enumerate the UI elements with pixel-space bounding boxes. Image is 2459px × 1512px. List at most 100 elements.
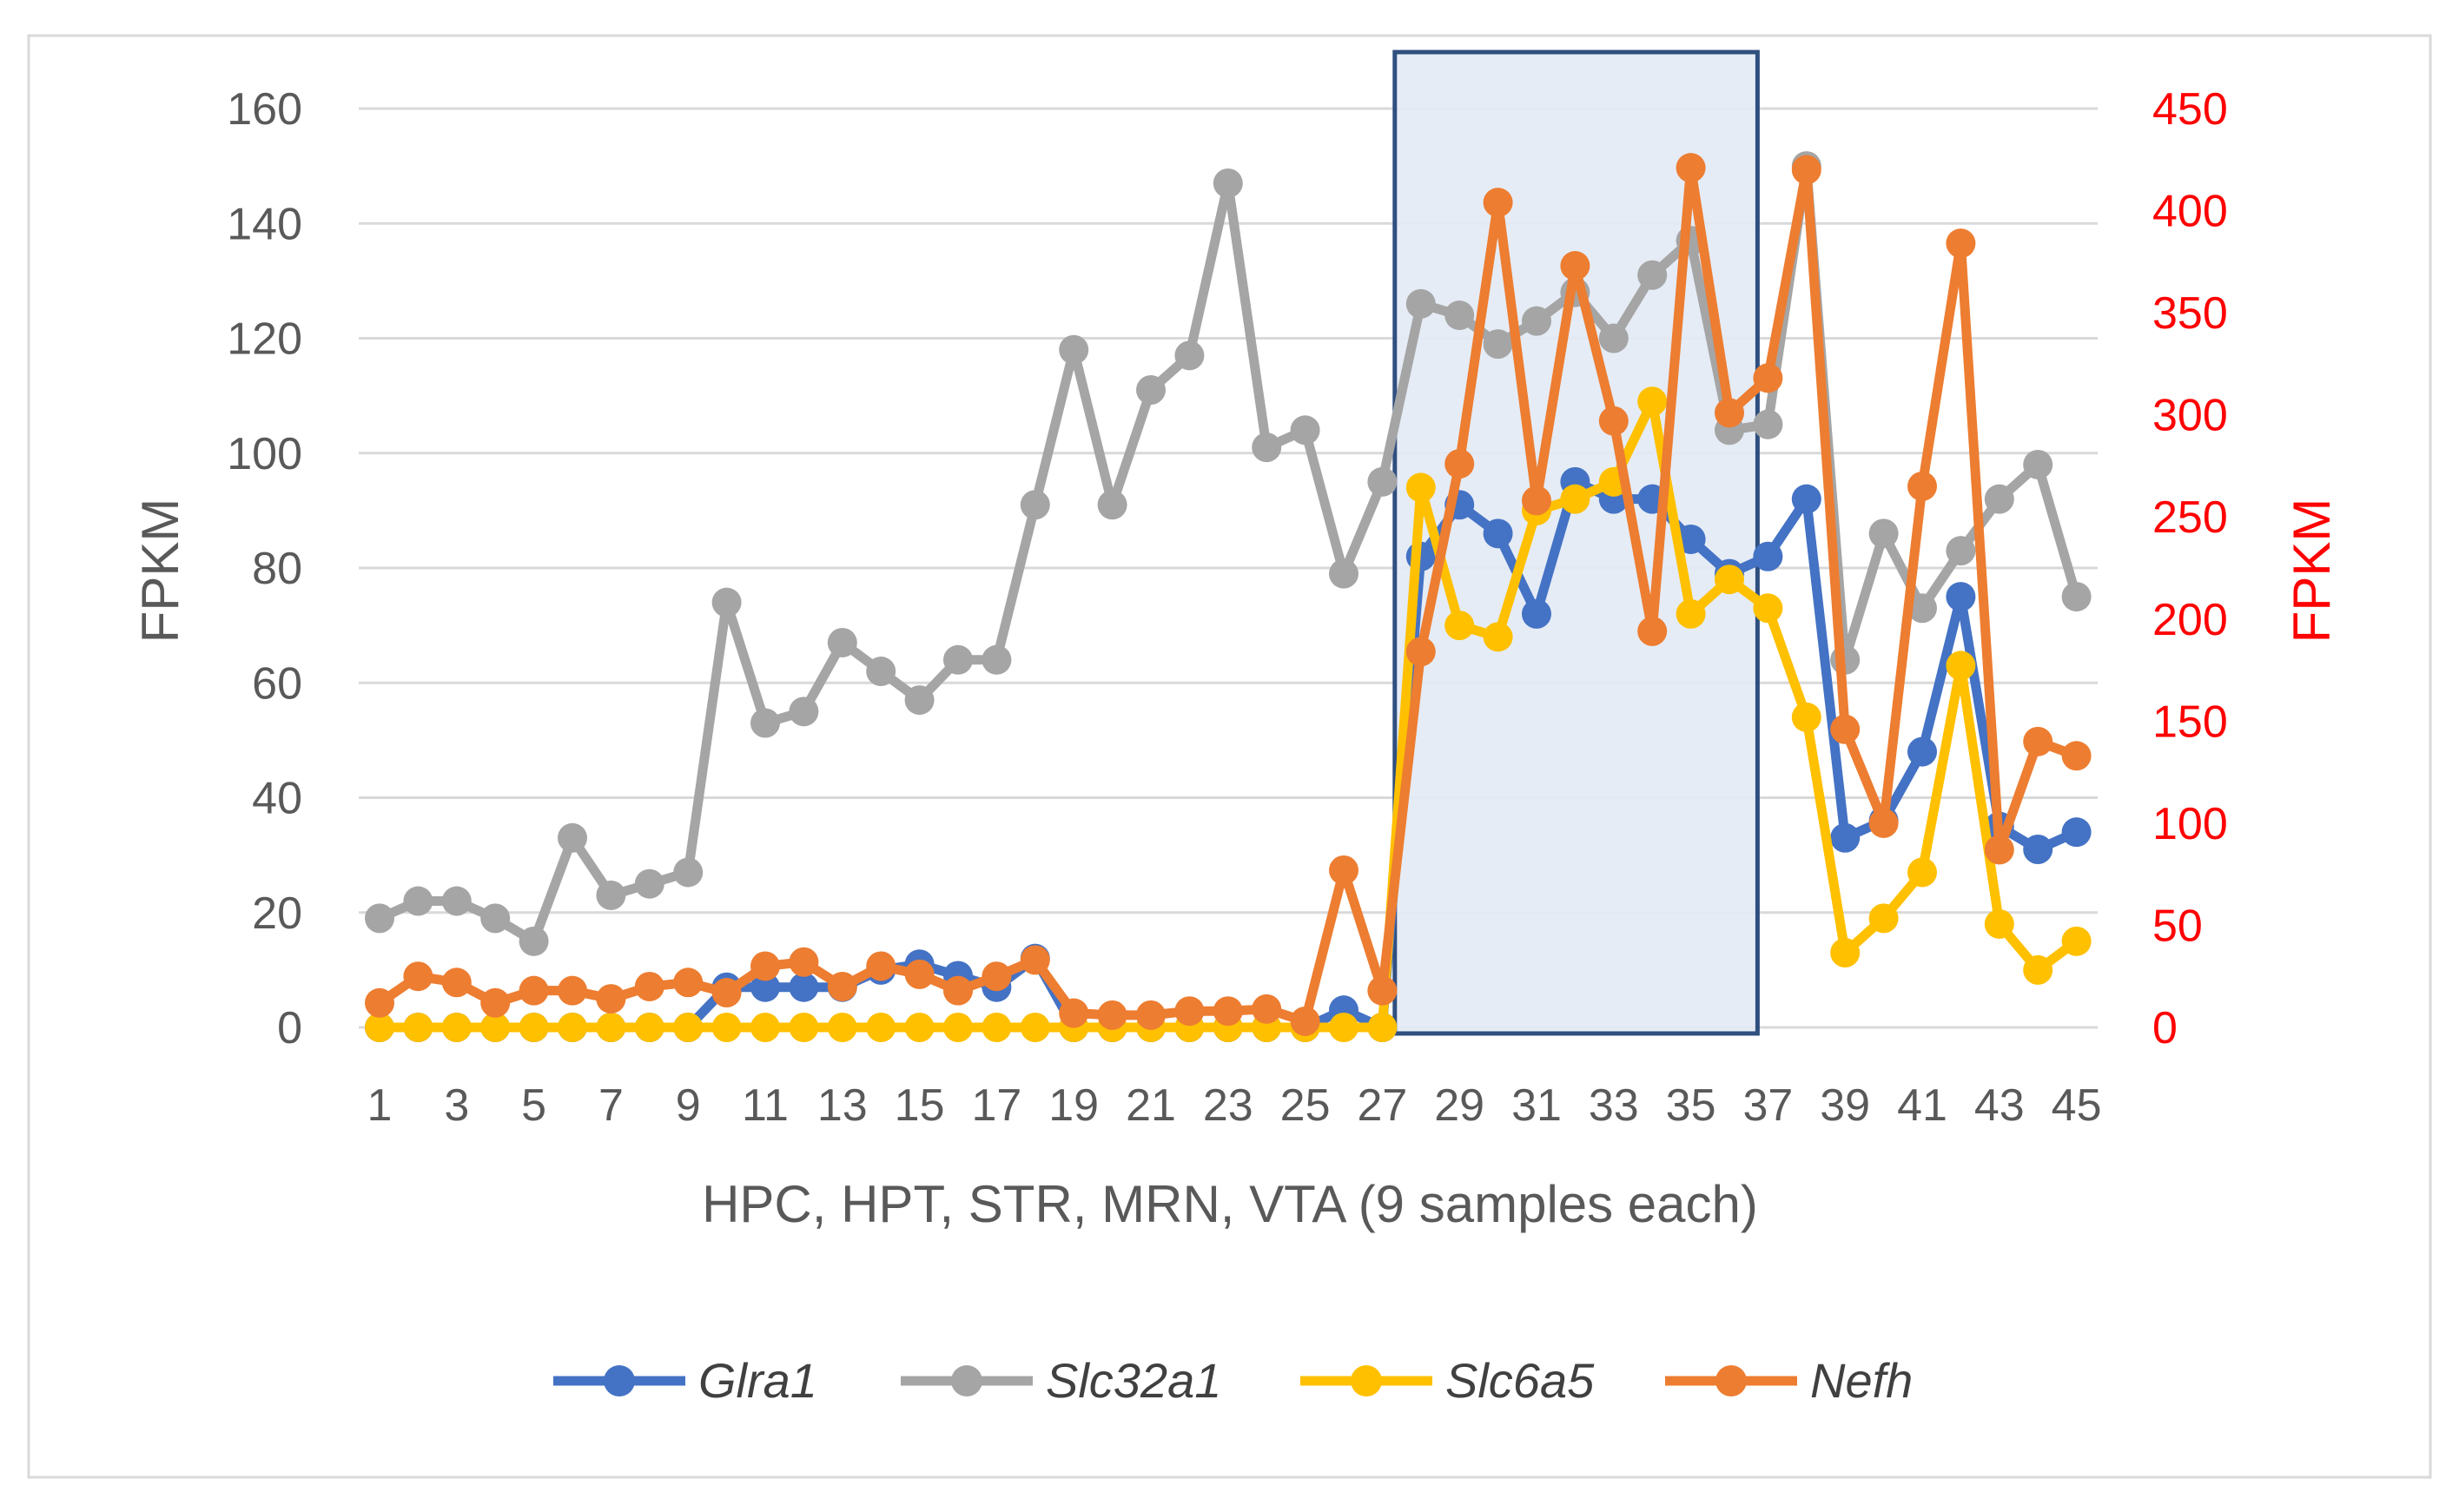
data-point: [1753, 593, 1783, 624]
data-point: [1367, 466, 1398, 497]
legend-item-nefh: Nefh: [1665, 1353, 1913, 1408]
x-tick-label: 9: [676, 1080, 701, 1131]
data-point: [1290, 1006, 1320, 1036]
data-point: [480, 903, 511, 934]
data-point: [1868, 808, 1899, 838]
x-tick-label: 29: [1434, 1080, 1484, 1131]
data-point: [1329, 855, 1358, 885]
data-point: [1946, 536, 1976, 566]
data-point: [1097, 490, 1127, 520]
data-point: [1753, 409, 1783, 439]
data-point: [673, 857, 704, 888]
data-point: [1791, 702, 1821, 732]
x-tick-label: 21: [1126, 1080, 1176, 1131]
legend: Glra1 Slc32a1 Slc6a5 Nefh: [553, 1353, 1913, 1408]
data-point: [866, 1013, 896, 1042]
data-point: [1560, 484, 1590, 514]
data-point: [866, 657, 896, 687]
data-point: [827, 971, 857, 1001]
data-point: [1830, 714, 1861, 744]
data-point: [673, 1013, 704, 1042]
data-point: [596, 1013, 626, 1042]
legend-label: Glra1: [698, 1353, 817, 1408]
x-tick-label: 7: [598, 1080, 624, 1131]
data-point: [711, 978, 742, 1008]
data-point: [1290, 415, 1320, 446]
x-axis-ticks: 1 3 5 7 9 11 13 15 17 19 21 23 25 27 29 31 33 35 37 39 41 43 4…: [367, 1080, 2102, 1131]
data-point: [365, 1013, 394, 1042]
data-point: [1405, 472, 1436, 503]
data-point: [1020, 490, 1050, 520]
legend-swatch-marker: [1715, 1365, 1747, 1396]
data-point: [1522, 598, 1551, 629]
data-point: [2023, 835, 2053, 865]
data-point: [982, 1013, 1012, 1042]
y-left-tick-label: 120: [227, 314, 302, 365]
data-point: [634, 1013, 664, 1042]
data-point: [2061, 741, 2092, 771]
y-left-tick-label: 60: [252, 658, 302, 709]
y-right-tick-label: 450: [2152, 84, 2228, 135]
series-nefh: [365, 153, 2092, 1036]
data-point: [1830, 822, 1861, 853]
data-point: [1174, 340, 1205, 371]
y-right-tick-label: 350: [2152, 288, 2228, 339]
x-tick-label: 19: [1048, 1080, 1099, 1131]
data-point: [1483, 188, 1513, 218]
data-point: [750, 708, 780, 738]
data-point: [904, 685, 935, 716]
data-point: [982, 644, 1012, 675]
data-point: [1791, 155, 1821, 185]
data-point: [1984, 484, 2014, 514]
data-point: [711, 1013, 742, 1042]
data-point: [1868, 518, 1899, 549]
data-point: [1213, 168, 1243, 198]
legend-swatch-marker: [1351, 1365, 1382, 1396]
data-point: [558, 975, 587, 1006]
data-point: [789, 972, 819, 1002]
data-point: [1984, 908, 2014, 939]
data-point: [1020, 1013, 1050, 1042]
x-tick-label: 33: [1589, 1080, 1639, 1131]
x-tick-label: 1: [367, 1080, 393, 1131]
data-point: [1329, 1013, 1358, 1042]
y-right-tick-label: 300: [2152, 391, 2228, 441]
data-point: [750, 1013, 780, 1042]
x-tick-label: 11: [742, 1080, 789, 1131]
data-point: [789, 1013, 819, 1042]
x-tick-label: 37: [1742, 1080, 1793, 1131]
data-point: [1907, 593, 1937, 624]
data-point: [1444, 300, 1475, 331]
data-point: [519, 975, 549, 1006]
data-point: [1522, 485, 1551, 516]
data-point: [480, 987, 511, 1018]
data-point: [1522, 306, 1551, 336]
data-point: [1329, 558, 1358, 589]
y-left-tick-label: 20: [252, 888, 302, 939]
y-right-tick-label: 0: [2152, 1003, 2178, 1053]
data-point: [789, 947, 819, 977]
data-point: [441, 967, 472, 998]
data-point: [1059, 998, 1089, 1028]
data-point: [789, 697, 819, 727]
data-point: [2061, 582, 2092, 612]
legend-item-slc32a1: Slc32a1: [901, 1353, 1221, 1408]
data-point: [1637, 616, 1668, 646]
data-point: [1405, 288, 1436, 319]
y-right-tick-label: 400: [2152, 187, 2228, 237]
data-point: [634, 868, 664, 899]
data-point: [1598, 406, 1629, 436]
data-point: [403, 886, 433, 916]
data-point: [1907, 471, 1937, 501]
data-point: [904, 959, 935, 989]
data-point: [1483, 518, 1513, 549]
x-tick-label: 15: [895, 1080, 945, 1131]
x-tick-label: 25: [1280, 1080, 1331, 1131]
data-point: [904, 1013, 935, 1042]
data-point: [1598, 323, 1629, 353]
series-lines: [365, 151, 2092, 1042]
legend-label: Nefh: [1810, 1353, 1913, 1408]
data-point: [1444, 449, 1475, 479]
data-point: [711, 587, 742, 617]
data-point: [596, 984, 626, 1014]
